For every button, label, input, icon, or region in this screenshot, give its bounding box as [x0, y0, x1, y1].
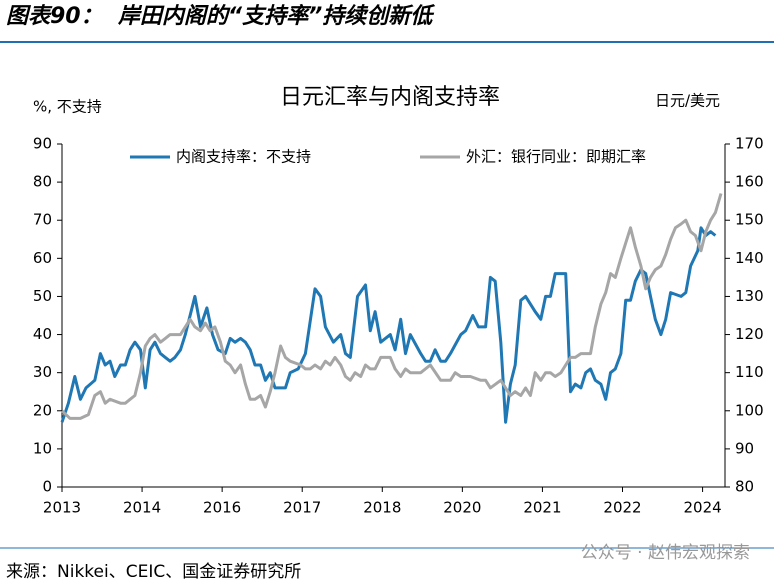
- chart-title: 日元汇率与内阁支持率: [280, 85, 500, 110]
- y-tick-label: 40: [33, 325, 52, 343]
- x-tick-label: 2013: [43, 499, 81, 517]
- y-tick-label: 10: [33, 439, 52, 457]
- x-tick-label: 2021: [523, 499, 561, 517]
- source: 来源：Nikkei、CEIC、国金证券研究所: [6, 562, 301, 582]
- x-tick-label: 2016: [203, 499, 241, 517]
- x-tick-label: 2024: [683, 499, 721, 517]
- x-tick-label: 2020: [443, 499, 481, 517]
- x-tick-label: 2018: [363, 499, 401, 517]
- legend-label: 内阁支持率：不支持: [176, 148, 311, 166]
- y2-tick-label: 110: [735, 363, 764, 381]
- watermark: 公众号 · 赵伟宏观探索: [581, 543, 750, 563]
- x-tick-label: 2017: [283, 499, 321, 517]
- y-axis-label: %, 不支持: [33, 98, 102, 116]
- y2-axis-label: 日元/美元: [655, 92, 720, 110]
- x-tick-label: 2022: [603, 499, 641, 517]
- y-tick-label: 0: [42, 478, 52, 496]
- y2-tick-label: 170: [735, 135, 764, 153]
- y2-tick-label: 130: [735, 287, 764, 305]
- y-tick-label: 60: [33, 249, 52, 267]
- y2-tick-label: 140: [735, 249, 764, 267]
- y-tick-label: 90: [33, 135, 52, 153]
- y2-tick-label: 150: [735, 211, 764, 229]
- page-title: 图表90： 岸田内阁的“支持率”持续创新低: [6, 3, 435, 29]
- y-tick-label: 20: [33, 401, 52, 419]
- y2-tick-label: 80: [735, 478, 754, 496]
- y2-tick-label: 120: [735, 325, 764, 343]
- y2-tick-label: 90: [735, 439, 754, 457]
- legend-label: 外汇：银行同业：即期汇率: [466, 148, 646, 166]
- series-line: [60, 193, 723, 420]
- y-tick-label: 50: [33, 287, 52, 305]
- y-tick-label: 70: [33, 211, 52, 229]
- x-tick-label: 2014: [123, 499, 161, 517]
- y-tick-label: 80: [33, 173, 52, 191]
- y2-tick-label: 100: [735, 401, 764, 419]
- series-line: [60, 226, 717, 424]
- y2-tick-label: 160: [735, 173, 764, 191]
- y-tick-label: 30: [33, 363, 52, 381]
